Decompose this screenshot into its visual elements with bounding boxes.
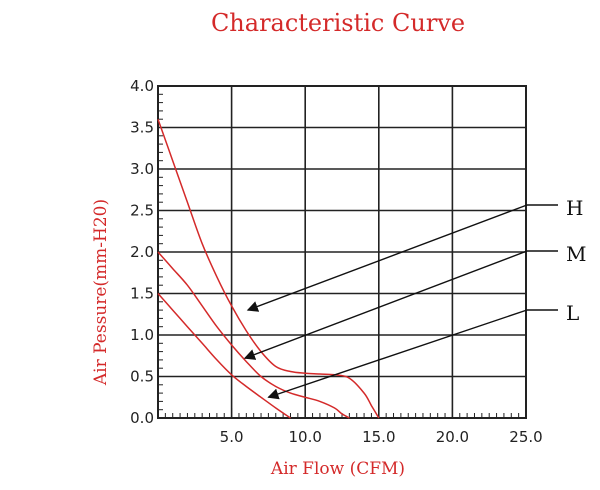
callout-arrow — [246, 204, 528, 312]
callout-arrow — [243, 250, 528, 360]
series-curve-m — [157, 251, 350, 419]
y-tick-label: 1.5 — [130, 285, 154, 303]
y-tick-label: 3.5 — [130, 119, 154, 137]
chart-title: Characteristic Curve — [211, 9, 465, 37]
y-tick-label: 4.0 — [130, 77, 154, 95]
series-curve-h — [157, 118, 380, 419]
x-tick-label: 5.0 — [220, 428, 244, 446]
callout-arrow — [267, 309, 528, 400]
callout-m: M — [243, 242, 586, 360]
x-tick-label: 10.0 — [288, 428, 321, 446]
y-axis-title: Air Pessure(mm-H20) — [91, 199, 111, 386]
x-tick-label: 15.0 — [362, 428, 395, 446]
callout-h: H — [246, 196, 583, 312]
axis-ticks: 0.0 0.5 1.0 1.5 2.0 2.5 3.0 3.5 4.0 5.0 10.0 15.0 20… — [130, 77, 543, 446]
y-tick-label: 3.0 — [130, 160, 154, 178]
callout-label: M — [566, 242, 586, 266]
callout-label: L — [566, 301, 579, 325]
callout-l: L — [267, 301, 579, 400]
y-tick-label: 2.5 — [130, 202, 154, 220]
x-tick-label: 20.0 — [436, 428, 469, 446]
grid-lines — [158, 86, 526, 418]
callout-group: HM L — [243, 196, 586, 400]
y-tick-label: 1.0 — [130, 326, 154, 344]
series-group — [157, 118, 380, 419]
y-tick-label: 0.0 — [130, 409, 154, 427]
y-tick-label: 0.5 — [130, 368, 154, 386]
callout-label: H — [566, 196, 583, 220]
y-tick-label: 2.0 — [130, 243, 154, 261]
series-curve-l — [157, 293, 291, 419]
x-axis-title: Air Flow (CFM) — [270, 459, 405, 479]
x-tick-label: 25.0 — [509, 428, 542, 446]
